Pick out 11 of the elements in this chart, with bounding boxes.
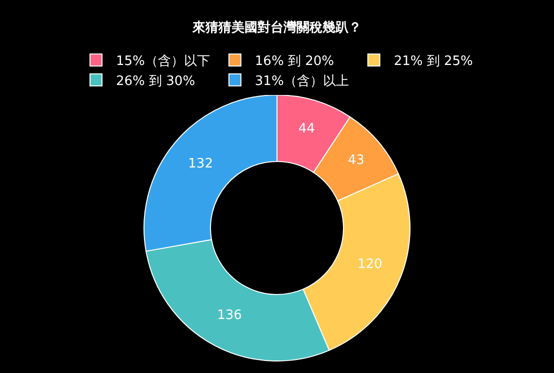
legend-label: 31%（含）以上 [254, 74, 349, 89]
legend-label: 21% 到 25% [394, 54, 473, 70]
data-label: 44 [298, 122, 315, 136]
legend-label: 26% 到 30% [116, 74, 196, 89]
data-label: 43 [348, 153, 364, 168]
legend-label: 16% 到 20% [254, 54, 334, 70]
data-label: 136 [217, 308, 242, 324]
chart-title: 來猜猜美國對台灣關稅幾趴？ [192, 19, 362, 36]
data-label: 120 [357, 256, 382, 272]
legend-label: 15%（含）以下 [116, 54, 210, 70]
data-label: 132 [188, 156, 213, 172]
